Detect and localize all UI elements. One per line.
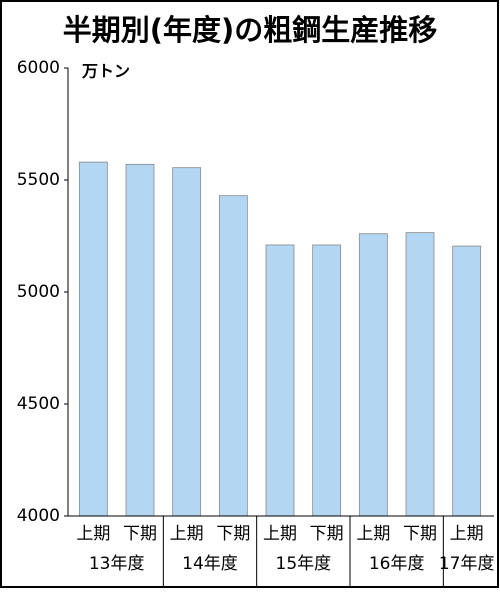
group-label: 13年度 <box>89 554 145 574</box>
bar <box>265 244 295 517</box>
x-tick-label: 下期 <box>403 524 437 544</box>
x-tick-label: 上期 <box>356 524 390 544</box>
x-tick-label: 上期 <box>170 524 204 544</box>
chart-title: 半期別(年度)の粗鋼生産推移 <box>63 13 438 47</box>
x-tick-label: 上期 <box>450 524 484 544</box>
x-tick-label: 上期 <box>263 524 297 544</box>
bar <box>78 161 108 517</box>
x-tick-label: 下期 <box>216 524 250 544</box>
bar <box>125 163 155 517</box>
y-tick-label: 5500 <box>17 170 60 190</box>
bar <box>218 195 248 517</box>
y-tick-label: 6000 <box>17 58 60 78</box>
bar <box>172 167 202 517</box>
x-tick-label: 下期 <box>123 524 157 544</box>
y-tick-label: 4000 <box>17 506 60 526</box>
bar <box>452 245 482 517</box>
unit-label: 万トン <box>81 62 130 81</box>
group-label: 17年度 <box>439 554 495 574</box>
group-label: 14年度 <box>182 554 238 574</box>
group-label: 16年度 <box>369 554 425 574</box>
y-tick-label: 5000 <box>17 282 60 302</box>
group-label: 15年度 <box>276 554 332 574</box>
y-tick-label: 4500 <box>17 394 60 414</box>
bar <box>358 233 388 517</box>
bar <box>312 244 342 517</box>
x-tick-label: 上期 <box>76 524 110 544</box>
bar <box>405 232 435 517</box>
x-tick-label: 下期 <box>310 524 344 544</box>
